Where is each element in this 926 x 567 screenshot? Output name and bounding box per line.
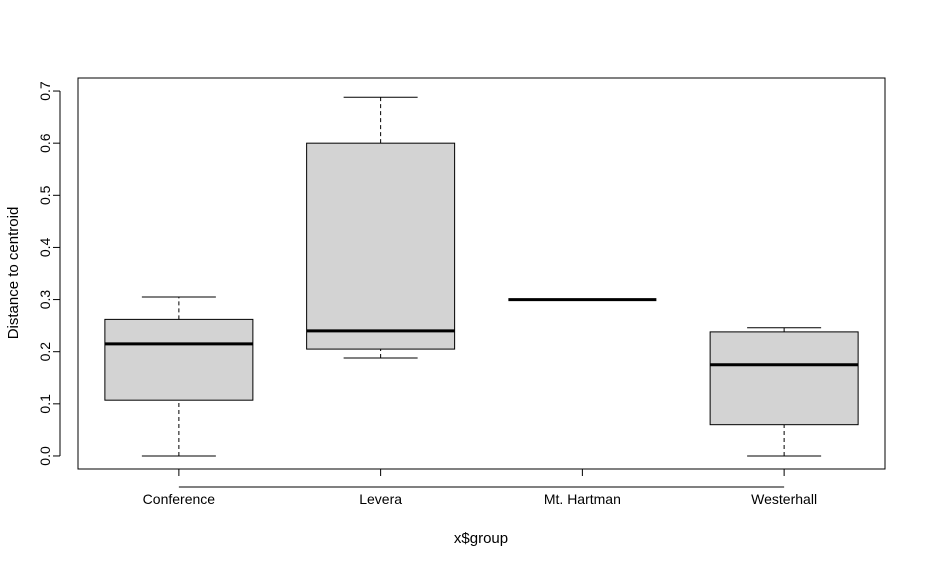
x-tick-label: Mt. Hartman	[544, 491, 621, 507]
y-tick-label: 0.4	[37, 237, 53, 257]
x-tick-label: Levera	[359, 491, 402, 507]
y-tick-label: 0.1	[37, 394, 53, 414]
plot-frame	[77, 77, 886, 470]
x-tick-label: Westerhall	[751, 491, 817, 507]
y-tick-label: 0.7	[37, 81, 53, 101]
x-axis: Conference Levera Mt. Hartman Westerhall	[143, 469, 817, 507]
boxes	[104, 96, 859, 457]
box-conference	[104, 296, 254, 457]
box-westerhall	[709, 327, 859, 457]
box-iqr	[306, 142, 456, 350]
y-tick-label: 0.0	[37, 446, 53, 466]
box-iqr	[709, 331, 859, 426]
y-tick-label: 0.5	[37, 185, 53, 205]
box-iqr	[104, 318, 254, 401]
y-tick-label: 0.2	[37, 342, 53, 362]
y-tick-label: 0.3	[37, 290, 53, 310]
y-axis: 0.0 0.1 0.2 0.3 0.4 0.5 0.6 0.7	[37, 81, 61, 466]
x-axis-title: x$group	[454, 530, 508, 547]
y-axis-title: Distance to centroid	[5, 207, 22, 340]
x-tick-label: Conference	[143, 491, 216, 507]
y-tick-label: 0.6	[37, 133, 53, 153]
box-levera	[306, 96, 456, 359]
